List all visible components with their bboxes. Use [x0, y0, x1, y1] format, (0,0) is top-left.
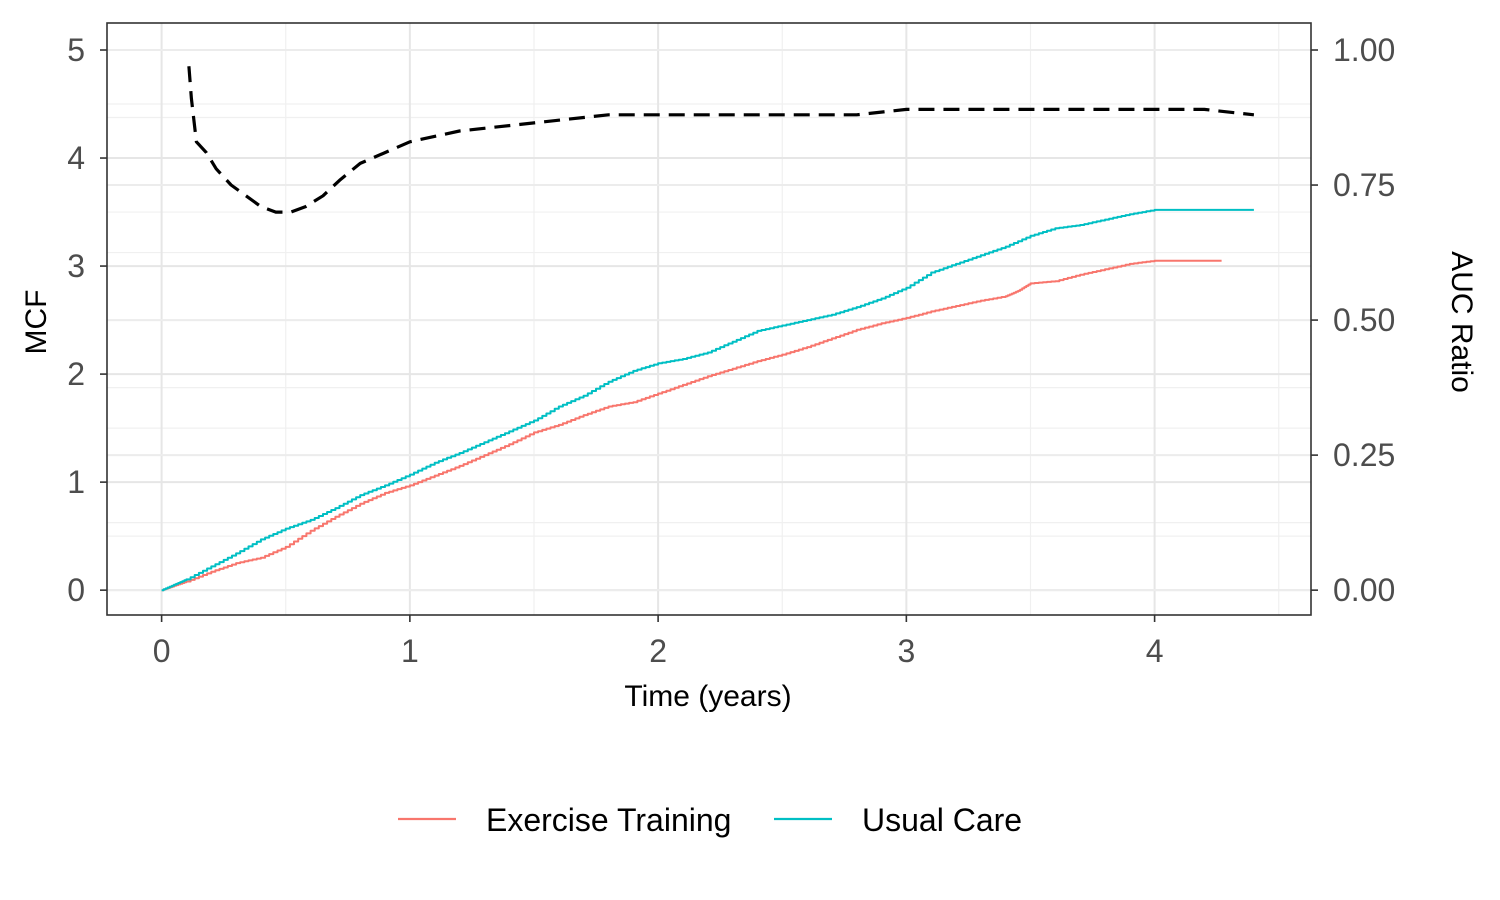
y2-tick-label: 0.00 — [1333, 572, 1395, 608]
y-tick-label: 3 — [67, 248, 85, 284]
x-tick-label: 2 — [649, 633, 667, 669]
legend: Exercise Training Usual Care — [398, 802, 1022, 838]
x-tick-label: 1 — [401, 633, 419, 669]
series-line-auc-ratio — [187, 66, 1255, 214]
y2-tick-label: 0.25 — [1333, 437, 1395, 473]
plot-panel-background — [107, 23, 1311, 615]
series-line-usual-care — [161, 208, 1254, 592]
y-tick-label: 1 — [67, 464, 85, 500]
x-tick-label: 0 — [153, 633, 171, 669]
y-tick-label: 2 — [67, 356, 85, 392]
y2-tick-label: 0.75 — [1333, 167, 1395, 203]
y2-axis-title: AUC Ratio — [1445, 251, 1478, 393]
legend-label-usual-care: Usual Care — [862, 802, 1022, 838]
y-tick-label: 5 — [67, 32, 85, 68]
series-line-exercise-training — [161, 259, 1222, 592]
y-tick-label: 0 — [67, 572, 85, 608]
x-tick-label: 3 — [897, 633, 915, 669]
y2-tick-label: 0.50 — [1333, 302, 1395, 338]
y-axis-left: 0 1 2 3 4 5 — [67, 32, 107, 608]
y-tick-label: 4 — [67, 140, 85, 176]
x-axis: 0 1 2 3 4 — [153, 615, 1164, 669]
x-tick-label: 4 — [1146, 633, 1164, 669]
y2-tick-label: 1.00 — [1333, 32, 1395, 68]
x-axis-title: Time (years) — [624, 680, 791, 713]
y-axis-right: 0.00 0.25 0.50 0.75 1.00 — [1311, 32, 1395, 608]
legend-label-exercise-training: Exercise Training — [486, 802, 731, 838]
y-axis-title: MCF — [20, 290, 53, 355]
plot-panel-border — [106, 22, 1312, 616]
grid-major — [107, 23, 1311, 615]
series-layer — [161, 66, 1255, 592]
